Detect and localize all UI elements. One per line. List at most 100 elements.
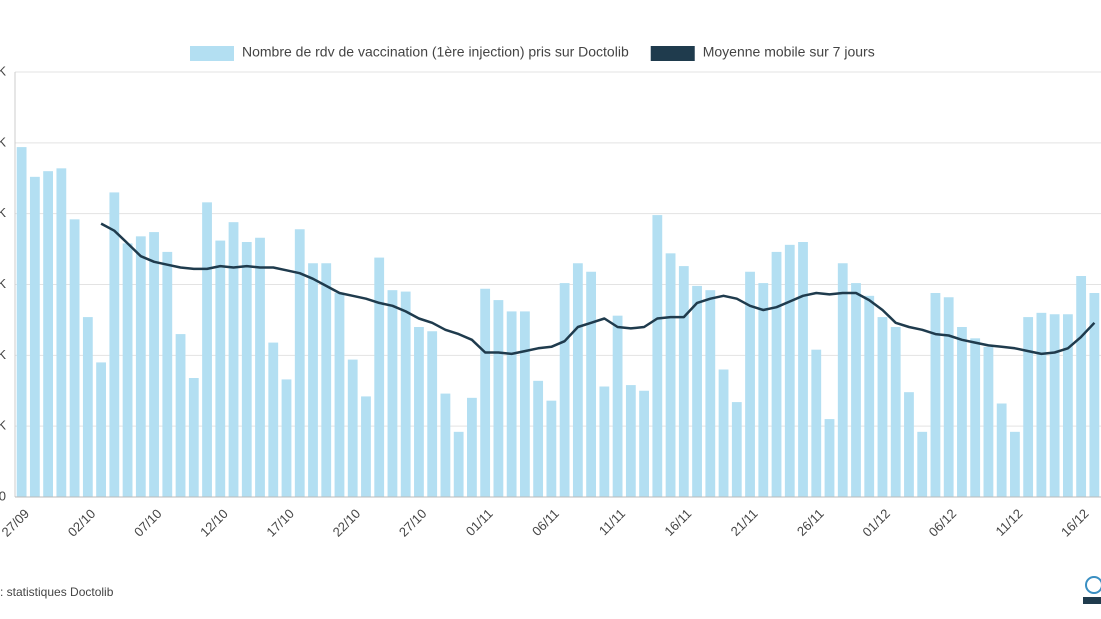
legend-swatch xyxy=(190,46,234,61)
bar xyxy=(122,243,133,497)
x-tick-label: 27/09 xyxy=(0,506,32,540)
bar xyxy=(493,300,504,497)
bar xyxy=(188,378,199,497)
bar xyxy=(599,386,610,497)
y-tick-label: K xyxy=(0,63,6,78)
bar xyxy=(612,315,623,497)
bar xyxy=(943,297,954,497)
bar xyxy=(904,392,914,497)
x-tick-label: 21/11 xyxy=(728,506,761,539)
bar xyxy=(1062,314,1073,497)
x-tick-label: 16/11 xyxy=(661,506,694,539)
legend: Nombre de rdv de vaccination (1ère injec… xyxy=(190,44,875,61)
source: : statistiques Doctolib xyxy=(0,585,114,599)
x-tick-label: 11/12 xyxy=(993,506,1026,539)
bar xyxy=(639,390,649,497)
x-tick-label: 16/12 xyxy=(1058,506,1092,540)
bar xyxy=(506,311,517,497)
bar xyxy=(533,380,544,497)
bar xyxy=(718,369,729,497)
bar xyxy=(308,263,318,497)
bar xyxy=(731,402,742,497)
bar xyxy=(467,397,477,497)
bar xyxy=(480,288,491,497)
bar xyxy=(758,283,769,497)
y-tick-label: K xyxy=(0,134,6,149)
x-tick-label: 11/11 xyxy=(596,506,628,538)
bar xyxy=(798,242,808,497)
bar xyxy=(374,257,385,497)
bar xyxy=(811,349,822,497)
bar xyxy=(453,431,464,497)
x-tick-label: 01/11 xyxy=(463,506,496,539)
bar xyxy=(784,244,795,497)
bar xyxy=(864,295,875,497)
logo-bar xyxy=(1083,597,1101,604)
legend-label: Nombre de rdv de vaccination (1ère injec… xyxy=(242,44,629,60)
bar xyxy=(414,327,424,497)
bar xyxy=(440,393,451,497)
x-tick-label: 06/11 xyxy=(529,506,562,539)
bar xyxy=(16,147,27,498)
bar xyxy=(1089,293,1100,497)
bar xyxy=(29,176,40,498)
bar xyxy=(745,271,755,497)
bar xyxy=(983,346,994,497)
x-tick-label: 12/10 xyxy=(197,506,231,540)
y-tick-label: K xyxy=(0,418,6,433)
bar xyxy=(917,431,928,497)
bar xyxy=(162,251,173,497)
bar xyxy=(281,379,292,497)
bar xyxy=(519,311,530,497)
bar xyxy=(890,327,901,497)
bar xyxy=(43,171,54,497)
bar xyxy=(202,202,212,498)
x-tick-label: 02/10 xyxy=(65,506,99,540)
bar xyxy=(347,359,358,497)
y-tick-label: K xyxy=(0,347,6,362)
bar xyxy=(175,334,186,497)
bar xyxy=(294,229,305,497)
bar xyxy=(1036,312,1047,497)
bar xyxy=(255,237,265,497)
bar xyxy=(546,400,557,497)
y-tick-label: 0 xyxy=(0,488,6,503)
bar xyxy=(215,240,226,498)
bar xyxy=(241,242,252,497)
bar xyxy=(387,290,398,497)
bar xyxy=(572,263,583,497)
bar xyxy=(96,362,106,497)
x-tick-label: 06/12 xyxy=(926,506,960,540)
bar xyxy=(69,219,80,498)
bar xyxy=(877,317,888,497)
x-tick-label: 27/10 xyxy=(396,506,430,540)
bar xyxy=(149,232,159,498)
bar xyxy=(1010,431,1020,497)
bar xyxy=(82,317,93,497)
bar xyxy=(586,271,597,497)
bar xyxy=(957,327,967,497)
bar xyxy=(400,291,411,497)
bar xyxy=(837,263,848,497)
logo-mark xyxy=(1085,576,1101,594)
bar xyxy=(652,215,663,498)
x-tick-label: 01/12 xyxy=(859,506,893,540)
y-tick-label: K xyxy=(0,205,6,220)
bar xyxy=(1023,317,1034,497)
bar xyxy=(135,236,146,498)
x-tick-label: 07/10 xyxy=(131,506,165,540)
x-tick-label: 22/10 xyxy=(330,506,364,540)
bar xyxy=(334,293,345,497)
y-tick-label: K xyxy=(0,276,6,291)
bar xyxy=(109,192,120,497)
bar xyxy=(851,283,861,497)
bar xyxy=(930,293,941,497)
bar xyxy=(692,285,702,497)
logo xyxy=(1083,576,1101,604)
bar xyxy=(1076,276,1087,497)
legend-swatch xyxy=(650,46,695,61)
bar xyxy=(824,419,835,497)
bar xyxy=(705,290,716,497)
bar xyxy=(771,251,782,497)
